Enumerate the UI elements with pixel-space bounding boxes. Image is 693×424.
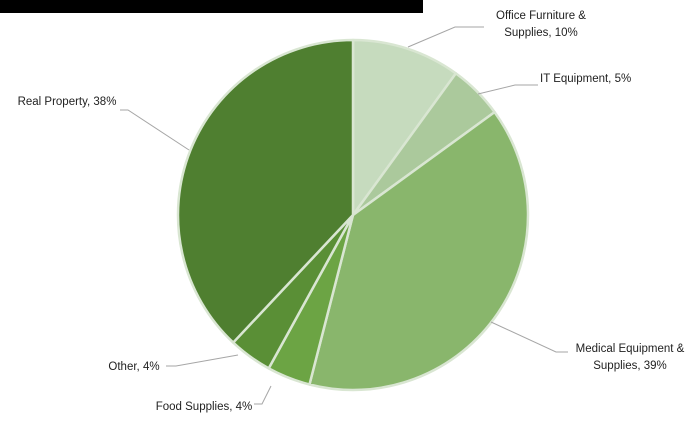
title-bar-cropped (0, 0, 423, 13)
slice-office-furniture-supplies (351, 38, 458, 217)
leader-line-food-supplies (254, 385, 272, 405)
slices-layer (176, 38, 530, 392)
slice-medical-equipment-supplies (308, 110, 530, 392)
slice-label-real-property: Real Property, 38% (18, 96, 117, 108)
leader-line-real-property (120, 109, 190, 151)
labels-layer: Office Furniture & Supplies, 10% IT Equipm… (18, 10, 685, 413)
slice-label-food-supplies: Food Supplies, 4% (156, 401, 253, 413)
leader-line-office-furniture-supplies (407, 26, 484, 48)
leader-line-medical-equipment-supplies (490, 321, 568, 353)
leader-line-other (166, 354, 239, 367)
leader-line-it-equipment (477, 84, 538, 95)
slice-label-it-equipment: IT Equipment, 5% (540, 73, 631, 85)
slice-real-property (176, 38, 355, 344)
slice-label-medical-equipment-supplies: Medical Equipment & Supplies, 39% (576, 343, 685, 372)
leader-lines-layer (120, 26, 568, 405)
slice-label-office-furniture-supplies: Office Furniture & Supplies, 10% (496, 10, 586, 39)
slice-label-other: Other, 4% (108, 361, 159, 373)
